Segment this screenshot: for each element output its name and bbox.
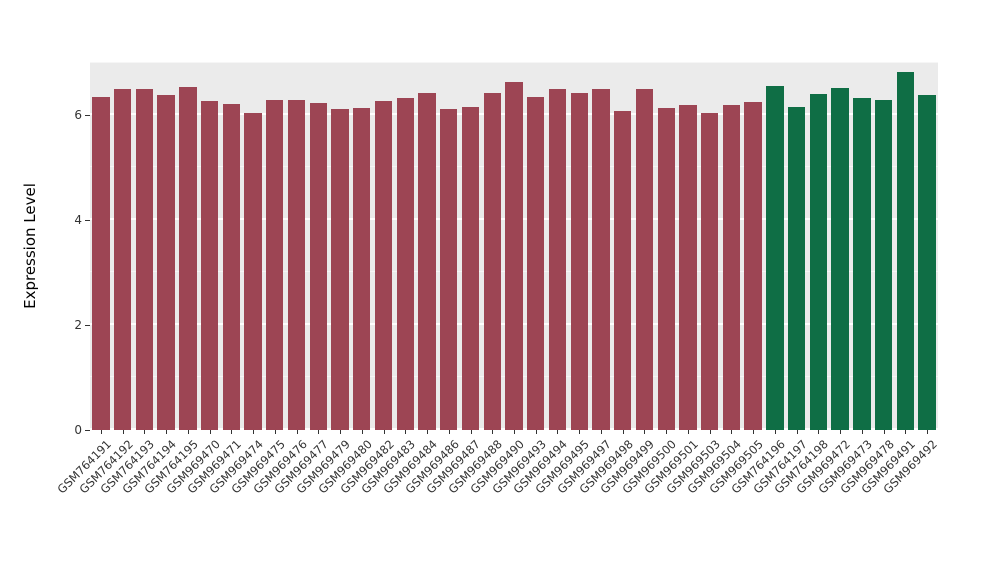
bar-GSM969504: [722, 105, 741, 430]
bar-GSM969473: [853, 98, 871, 430]
bar-GSM969503: [700, 113, 719, 430]
x-tick-mark: [383, 430, 385, 434]
y-axis-title: Expression Level: [21, 183, 39, 309]
x-tick-mark: [274, 430, 276, 434]
bar-GSM969494: [548, 88, 567, 430]
x-tick-mark: [405, 430, 407, 434]
bar-GSM969495: [570, 93, 588, 430]
bar-GSM969488: [483, 93, 501, 430]
bar-GSM764193: [135, 88, 154, 430]
bar-GSM969493: [527, 97, 545, 430]
x-tick-mark: [144, 430, 146, 434]
x-tick-mark: [927, 430, 929, 434]
bar-GSM764195: [179, 87, 197, 430]
x-tick-mark: [535, 430, 537, 434]
bar-GSM764191: [92, 97, 110, 430]
bar-GSM969476: [287, 99, 306, 430]
x-tick-mark: [753, 430, 755, 434]
x-tick-mark: [600, 430, 602, 434]
bar-GSM969475: [266, 99, 284, 430]
x-tick-mark: [209, 430, 211, 434]
y-tick-label: 6: [74, 107, 82, 122]
bar-GSM969478: [874, 100, 893, 430]
y-tick-label: 4: [74, 212, 82, 227]
bar-GSM969486: [440, 108, 458, 430]
bar-GSM764194: [157, 95, 175, 430]
y-tick-mark: [85, 430, 90, 431]
x-tick-mark: [296, 430, 298, 434]
x-tick-mark: [361, 430, 363, 434]
x-tick-mark: [448, 430, 450, 434]
x-tick-mark: [905, 430, 907, 434]
x-tick-mark: [231, 430, 233, 434]
bar-GSM969483: [396, 98, 414, 430]
y-tick-mark: [85, 219, 90, 221]
x-tick-mark: [253, 430, 255, 434]
x-tick-mark: [470, 430, 472, 434]
y-tick-mark: [85, 114, 90, 116]
x-tick-mark: [492, 430, 494, 434]
bar-GSM969490: [505, 81, 523, 430]
x-tick-mark: [774, 430, 776, 434]
x-tick-mark: [818, 430, 820, 434]
bar-GSM969500: [657, 107, 675, 430]
bar-GSM969477: [309, 103, 327, 430]
x-tick-mark: [840, 430, 842, 434]
bar-GSM969491: [896, 72, 915, 430]
bar-GSM764197: [787, 107, 806, 430]
x-tick-mark: [687, 430, 689, 434]
y-tick-label: 2: [74, 317, 82, 332]
x-tick-mark: [861, 430, 863, 434]
x-tick-mark: [883, 430, 885, 434]
bar-GSM969480: [353, 108, 371, 430]
x-tick-mark: [666, 430, 668, 434]
bar-GSM969471: [222, 104, 240, 430]
bar-GSM969498: [614, 110, 632, 430]
bar-GSM764192: [113, 88, 132, 430]
bar-GSM969479: [331, 108, 349, 430]
x-tick-mark: [340, 430, 342, 434]
y-tick-label: 0: [74, 423, 82, 437]
x-tick-mark: [318, 430, 320, 434]
bar-GSM969484: [418, 93, 436, 430]
bar-GSM969472: [831, 88, 849, 430]
bar-GSM969501: [679, 105, 697, 430]
x-tick-mark: [796, 430, 798, 434]
x-tick-mark: [427, 430, 429, 434]
x-tick-mark: [557, 430, 559, 434]
bar-GSM969487: [461, 107, 480, 430]
bar-GSM969492: [918, 95, 936, 430]
x-tick-mark: [579, 430, 581, 434]
bar-GSM969482: [374, 100, 393, 430]
y-tick-mark: [85, 324, 90, 326]
minor-gridline: [90, 62, 938, 63]
bar-GSM764198: [809, 94, 828, 430]
x-tick-mark: [731, 430, 733, 434]
bar-GSM969497: [592, 88, 610, 430]
x-tick-mark: [622, 430, 624, 434]
x-tick-mark: [166, 430, 168, 434]
bar-GSM969499: [635, 88, 654, 430]
bar-GSM969474: [244, 113, 262, 430]
x-tick-mark: [514, 430, 515, 434]
chart-panel: [90, 62, 938, 430]
bar-GSM764196: [766, 86, 784, 430]
x-tick-mark: [122, 430, 124, 434]
bar-GSM969505: [744, 101, 762, 430]
x-tick-mark: [187, 430, 189, 434]
x-tick-mark: [100, 430, 102, 434]
x-tick-mark: [709, 430, 711, 434]
bar-GSM969470: [200, 100, 219, 430]
x-tick-mark: [644, 430, 646, 434]
